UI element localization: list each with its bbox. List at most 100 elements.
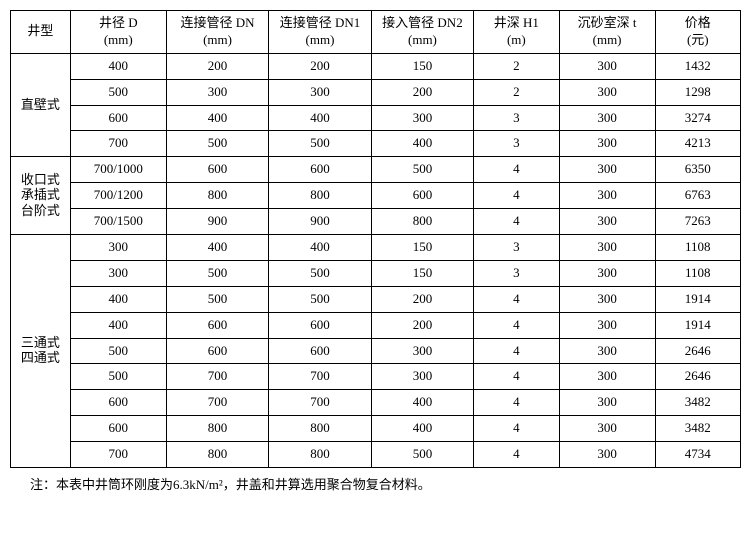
cell-dn1: 600 bbox=[269, 157, 371, 183]
cell-h1: 4 bbox=[474, 390, 559, 416]
cell-dn2: 500 bbox=[371, 442, 473, 468]
cell-t: 300 bbox=[559, 157, 655, 183]
cell-dn: 400 bbox=[166, 235, 268, 261]
table-note: 注：本表中井筒环刚度为6.3kN/m²，井盖和井算选用聚合物复合材料。 bbox=[10, 474, 741, 493]
cell-dn: 300 bbox=[166, 79, 268, 105]
cell-dn1: 500 bbox=[269, 286, 371, 312]
cell-dn1: 800 bbox=[269, 183, 371, 209]
cell-dn: 800 bbox=[166, 183, 268, 209]
cell-d: 700 bbox=[70, 131, 166, 157]
cell-h1: 4 bbox=[474, 416, 559, 442]
cell-dn: 600 bbox=[166, 338, 268, 364]
cell-dn: 800 bbox=[166, 416, 268, 442]
table-row: 50060060030043002646 bbox=[11, 338, 741, 364]
cell-price: 3274 bbox=[655, 105, 740, 131]
cell-d: 600 bbox=[70, 416, 166, 442]
cell-t: 300 bbox=[559, 442, 655, 468]
cell-dn2: 800 bbox=[371, 209, 473, 235]
cell-dn2: 150 bbox=[371, 53, 473, 79]
table-row: 70080080050043004734 bbox=[11, 442, 741, 468]
cell-d: 500 bbox=[70, 79, 166, 105]
table-row: 50030030020023001298 bbox=[11, 79, 741, 105]
cell-dn: 900 bbox=[166, 209, 268, 235]
cell-t: 300 bbox=[559, 338, 655, 364]
cell-dn2: 300 bbox=[371, 105, 473, 131]
cell-dn: 700 bbox=[166, 364, 268, 390]
cell-h1: 4 bbox=[474, 312, 559, 338]
cell-h1: 4 bbox=[474, 157, 559, 183]
cell-price: 1914 bbox=[655, 286, 740, 312]
cell-t: 300 bbox=[559, 260, 655, 286]
cell-dn2: 150 bbox=[371, 235, 473, 261]
cell-dn1: 600 bbox=[269, 312, 371, 338]
cell-dn1: 900 bbox=[269, 209, 371, 235]
cell-d: 700/1500 bbox=[70, 209, 166, 235]
table-row: 60070070040043003482 bbox=[11, 390, 741, 416]
table-row: 直壁式40020020015023001432 bbox=[11, 53, 741, 79]
table-row: 70050050040033004213 bbox=[11, 131, 741, 157]
cell-d: 600 bbox=[70, 105, 166, 131]
table-row: 50070070030043002646 bbox=[11, 364, 741, 390]
cell-d: 400 bbox=[70, 312, 166, 338]
cell-h1: 2 bbox=[474, 79, 559, 105]
cell-price: 1298 bbox=[655, 79, 740, 105]
cell-dn1: 500 bbox=[269, 131, 371, 157]
hdr-dn1: 连接管径 DN1(mm) bbox=[269, 11, 371, 54]
cell-price: 3482 bbox=[655, 416, 740, 442]
cell-price: 2646 bbox=[655, 364, 740, 390]
cell-dn2: 400 bbox=[371, 416, 473, 442]
cell-d: 700/1200 bbox=[70, 183, 166, 209]
cell-price: 2646 bbox=[655, 338, 740, 364]
hdr-dn: 连接管径 DN(mm) bbox=[166, 11, 268, 54]
cell-t: 300 bbox=[559, 364, 655, 390]
cell-dn2: 300 bbox=[371, 364, 473, 390]
cell-dn1: 300 bbox=[269, 79, 371, 105]
table-row: 40050050020043001914 bbox=[11, 286, 741, 312]
cell-dn1: 700 bbox=[269, 390, 371, 416]
cell-h1: 4 bbox=[474, 442, 559, 468]
cell-dn2: 400 bbox=[371, 390, 473, 416]
table-row: 三通式四通式30040040015033001108 bbox=[11, 235, 741, 261]
cell-d: 300 bbox=[70, 235, 166, 261]
table-row: 60040040030033003274 bbox=[11, 105, 741, 131]
cell-dn: 700 bbox=[166, 390, 268, 416]
cell-d: 700 bbox=[70, 442, 166, 468]
table-row: 40060060020043001914 bbox=[11, 312, 741, 338]
cell-dn2: 200 bbox=[371, 79, 473, 105]
group-label: 直壁式 bbox=[11, 53, 71, 157]
cell-dn1: 200 bbox=[269, 53, 371, 79]
cell-t: 300 bbox=[559, 79, 655, 105]
cell-h1: 4 bbox=[474, 338, 559, 364]
cell-dn2: 200 bbox=[371, 312, 473, 338]
header-row: 井型 井径 D(mm) 连接管径 DN(mm) 连接管径 DN1(mm) 接入管… bbox=[11, 11, 741, 54]
table-row: 收口式承插式台阶式700/100060060050043006350 bbox=[11, 157, 741, 183]
cell-d: 300 bbox=[70, 260, 166, 286]
cell-t: 300 bbox=[559, 209, 655, 235]
cell-price: 1108 bbox=[655, 260, 740, 286]
cell-d: 400 bbox=[70, 53, 166, 79]
cell-h1: 4 bbox=[474, 183, 559, 209]
cell-h1: 4 bbox=[474, 209, 559, 235]
cell-h1: 4 bbox=[474, 286, 559, 312]
table-row: 30050050015033001108 bbox=[11, 260, 741, 286]
cell-t: 300 bbox=[559, 235, 655, 261]
cell-d: 500 bbox=[70, 364, 166, 390]
hdr-dn2: 接入管径 DN2(mm) bbox=[371, 11, 473, 54]
cell-dn: 200 bbox=[166, 53, 268, 79]
cell-dn1: 700 bbox=[269, 364, 371, 390]
cell-dn2: 600 bbox=[371, 183, 473, 209]
cell-dn: 600 bbox=[166, 157, 268, 183]
table-row: 700/150090090080043007263 bbox=[11, 209, 741, 235]
cell-h1: 3 bbox=[474, 131, 559, 157]
group-label: 收口式承插式台阶式 bbox=[11, 157, 71, 235]
cell-d: 700/1000 bbox=[70, 157, 166, 183]
cell-dn: 500 bbox=[166, 131, 268, 157]
cell-dn: 500 bbox=[166, 286, 268, 312]
well-spec-table: 井型 井径 D(mm) 连接管径 DN(mm) 连接管径 DN1(mm) 接入管… bbox=[10, 10, 741, 468]
cell-dn1: 600 bbox=[269, 338, 371, 364]
cell-d: 400 bbox=[70, 286, 166, 312]
cell-dn2: 400 bbox=[371, 131, 473, 157]
cell-t: 300 bbox=[559, 53, 655, 79]
cell-dn: 500 bbox=[166, 260, 268, 286]
cell-h1: 2 bbox=[474, 53, 559, 79]
